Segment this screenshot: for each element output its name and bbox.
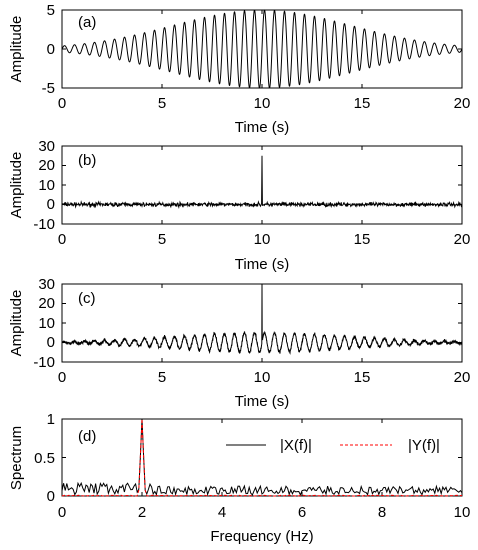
panel-b: (b) Amplitude Time (s) 0 5 10 15 20 -10 … [8, 138, 470, 273]
panel-c-label: (c) [78, 290, 96, 307]
panel-a-ytick-label: 5 [47, 2, 55, 19]
panel-c-xtick-label: 5 [158, 369, 166, 386]
panel-d-series-x-line [61, 418, 463, 497]
panel-a-xtick-label: 0 [58, 95, 66, 112]
panel-b-ytick-label: -10 [33, 216, 55, 233]
panel-a-xtick-label: 5 [158, 95, 166, 112]
legend-label-y: |Y(f)| [408, 437, 440, 454]
panel-c-signal-line [61, 283, 463, 355]
panel-b-x-tick-labels: 0 5 10 15 20 [58, 231, 471, 248]
panel-a-x-tick-labels: 0 5 10 15 20 [58, 95, 471, 112]
panel-d-xtick-label: 10 [454, 504, 471, 521]
panel-a-y-tick-labels: -5 0 5 [42, 2, 55, 97]
panel-b-y-tick-labels: -10 0 10 20 30 [33, 138, 55, 233]
panel-b-xlabel: Time (s) [235, 256, 289, 273]
panel-d-ytick-label: 0.5 [34, 450, 55, 467]
panel-d-xlabel: Frequency (Hz) [210, 528, 313, 545]
panel-b-xtick-label: 20 [454, 231, 471, 248]
panel-a: (a) Amplitude Time (s) 0 5 10 15 20 -5 0… [8, 2, 470, 136]
legend: |X(f)| |Y(f)| [226, 437, 440, 454]
panel-c-ylabel: Amplitude [8, 290, 25, 357]
panel-c-xtick-label: 0 [58, 369, 66, 386]
panel-c-xtick-label: 10 [254, 369, 271, 386]
panel-b-label: (b) [78, 152, 96, 169]
panel-a-label: (a) [78, 14, 96, 31]
panel-d-y-tick-labels: 0 0.5 1 [34, 411, 55, 505]
panel-a-ytick-label: 0 [47, 41, 55, 58]
panel-d-xtick-label: 6 [298, 504, 306, 521]
panel-d-label: (d) [78, 428, 96, 445]
panel-a-ticks [62, 10, 462, 88]
panel-d-xtick-label: 0 [58, 504, 66, 521]
panel-a-ylabel: Amplitude [8, 16, 25, 83]
panel-b-ylabel: Amplitude [8, 152, 25, 219]
panel-c: (c) Amplitude Time (s) 0 5 10 15 20 -10 … [8, 276, 470, 410]
panel-c-ytick-label: 10 [38, 315, 55, 332]
panel-b-ytick-label: 30 [38, 138, 55, 155]
panel-b-xtick-label: 10 [254, 231, 271, 248]
panel-d-xtick-label: 2 [138, 504, 146, 521]
panel-d: (d) Spectrum Frequency (Hz) 0 2 4 6 8 10… [8, 411, 470, 545]
legend-label-x: |X(f)| [280, 437, 312, 454]
panel-b-xtick-label: 0 [58, 231, 66, 248]
panel-d-xtick-label: 8 [378, 504, 386, 521]
panel-a-xtick-label: 15 [354, 95, 371, 112]
panel-d-x-tick-labels: 0 2 4 6 8 10 [58, 504, 471, 521]
panel-d-ytick-label: 1 [47, 411, 55, 428]
panel-b-xtick-label: 15 [354, 231, 371, 248]
panel-b-ytick-label: 20 [38, 157, 55, 174]
panel-b-ytick-label: 10 [38, 177, 55, 194]
panel-c-xtick-label: 15 [354, 369, 371, 386]
panel-d-plot-frame [61, 418, 463, 497]
panel-a-signal-line [61, 9, 463, 89]
panel-c-y-tick-labels: -10 0 10 20 30 [33, 276, 55, 371]
panel-c-x-tick-labels: 0 5 10 15 20 [58, 369, 471, 386]
panel-b-xtick-label: 5 [158, 231, 166, 248]
panel-c-ytick-label: 30 [38, 276, 55, 293]
panel-d-ylabel: Spectrum [8, 426, 25, 490]
panel-b-signal-line [61, 155, 463, 209]
panel-c-ytick-label: 20 [38, 295, 55, 312]
panel-c-ytick-label: -10 [33, 354, 55, 371]
panel-b-ytick-label: 0 [47, 196, 55, 213]
panel-d-xtick-label: 4 [218, 504, 226, 521]
panel-c-ytick-label: 0 [47, 334, 55, 351]
panel-c-xlabel: Time (s) [235, 393, 289, 410]
panel-a-xtick-label: 10 [254, 95, 271, 112]
panel-c-xtick-label: 20 [454, 369, 471, 386]
panel-a-ytick-label: -5 [42, 80, 55, 97]
panel-a-xtick-label: 20 [454, 95, 471, 112]
panel-a-xlabel: Time (s) [235, 119, 289, 136]
panel-d-ytick-label: 0 [47, 488, 55, 505]
